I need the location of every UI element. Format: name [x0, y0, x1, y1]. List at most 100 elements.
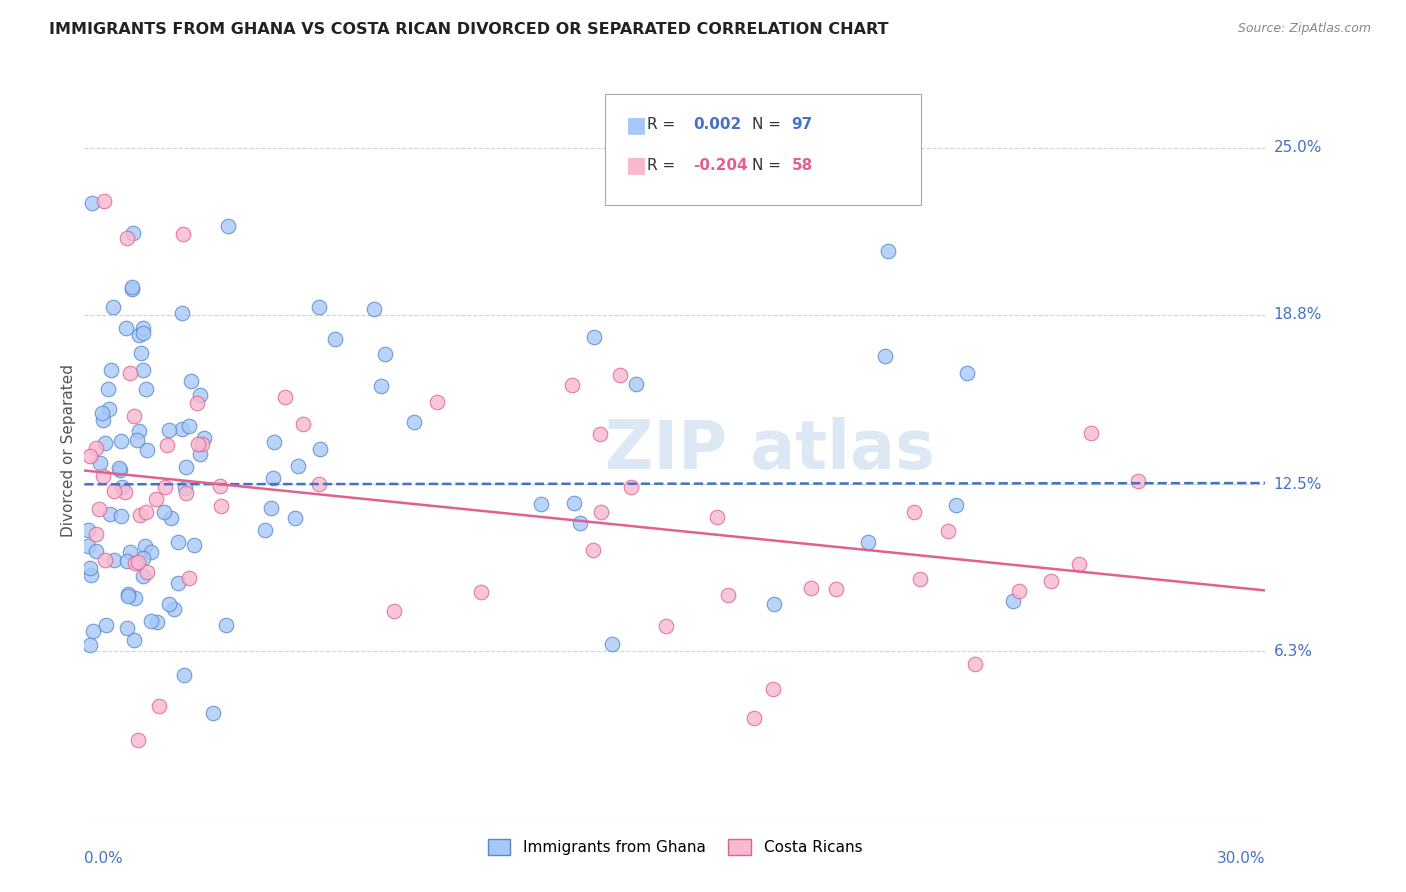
Point — [742, 711, 765, 725]
Point — [260, 500, 283, 515]
Text: 12.5%: 12.5% — [1274, 476, 1322, 491]
Text: 97: 97 — [792, 118, 813, 132]
Point — [172, 422, 194, 436]
Point — [800, 581, 823, 595]
Point — [115, 554, 138, 568]
Point — [856, 534, 879, 549]
Text: 18.8%: 18.8% — [1274, 307, 1322, 322]
Text: Source: ZipAtlas.com: Source: ZipAtlas.com — [1237, 22, 1371, 36]
Point — [470, 585, 492, 599]
Point — [717, 588, 740, 602]
Point — [1069, 557, 1091, 571]
Point — [89, 456, 111, 470]
Text: 58: 58 — [792, 158, 813, 172]
Point — [620, 480, 643, 494]
Text: 0.002: 0.002 — [693, 118, 741, 132]
Point — [284, 511, 307, 525]
Point — [122, 409, 145, 423]
Point — [193, 432, 215, 446]
Point — [132, 362, 155, 376]
Point — [402, 415, 425, 429]
Point — [582, 329, 605, 343]
Point — [79, 561, 101, 575]
Point — [136, 565, 159, 579]
Text: ■: ■ — [626, 155, 647, 175]
Point — [132, 568, 155, 582]
Point — [79, 449, 101, 463]
Point — [363, 301, 385, 316]
Point — [100, 363, 122, 377]
Point — [91, 406, 114, 420]
Point — [569, 516, 592, 531]
Point — [217, 219, 239, 233]
Point — [762, 681, 785, 696]
Point — [186, 396, 208, 410]
Point — [190, 437, 212, 451]
Point — [955, 366, 977, 380]
Point — [136, 443, 159, 458]
Text: 25.0%: 25.0% — [1274, 140, 1322, 155]
Point — [600, 637, 623, 651]
Point — [188, 387, 211, 401]
Point — [127, 434, 149, 448]
Point — [1126, 475, 1149, 489]
Text: ZIP atlas: ZIP atlas — [605, 417, 934, 483]
Point — [98, 507, 121, 521]
Point — [382, 604, 405, 618]
Point — [129, 508, 152, 522]
Text: 0.0%: 0.0% — [84, 851, 124, 866]
Y-axis label: Divorced or Separated: Divorced or Separated — [60, 364, 76, 537]
Point — [183, 538, 205, 552]
Point — [135, 382, 157, 396]
Point — [825, 582, 848, 596]
Point — [128, 424, 150, 438]
Point — [561, 378, 583, 392]
Point — [530, 497, 553, 511]
Point — [763, 597, 786, 611]
Point — [84, 527, 107, 541]
Point — [209, 500, 232, 514]
Point — [127, 732, 149, 747]
Text: 6.3%: 6.3% — [1274, 643, 1313, 658]
Text: R =: R = — [647, 118, 675, 132]
Point — [160, 511, 183, 525]
Point — [177, 571, 200, 585]
Point — [163, 601, 186, 615]
Point — [98, 401, 121, 416]
Point — [908, 572, 931, 586]
Point — [167, 576, 190, 591]
Point — [609, 368, 631, 383]
Point — [111, 479, 134, 493]
Point — [170, 306, 193, 320]
Text: N =: N = — [752, 118, 782, 132]
Point — [173, 668, 195, 682]
Point — [145, 491, 167, 506]
Point — [582, 543, 605, 558]
Point — [180, 375, 202, 389]
Point — [945, 498, 967, 512]
Point — [903, 505, 925, 519]
Point — [131, 326, 153, 341]
Legend: Immigrants from Ghana, Costa Ricans: Immigrants from Ghana, Costa Ricans — [481, 833, 869, 861]
Point — [103, 484, 125, 499]
Point — [1080, 426, 1102, 441]
Text: R =: R = — [647, 158, 675, 172]
Point — [121, 282, 143, 296]
Point — [1040, 574, 1063, 588]
Point — [201, 706, 224, 720]
Point — [706, 510, 728, 524]
Point — [131, 321, 153, 335]
Text: IMMIGRANTS FROM GHANA VS COSTA RICAN DIVORCED OR SEPARATED CORRELATION CHART: IMMIGRANTS FROM GHANA VS COSTA RICAN DIV… — [49, 22, 889, 37]
Point — [370, 379, 392, 393]
Point — [374, 347, 396, 361]
Point — [655, 619, 678, 633]
Point — [79, 568, 101, 582]
Point — [139, 614, 162, 628]
Point — [118, 366, 141, 380]
Point — [122, 632, 145, 647]
Point — [117, 589, 139, 603]
Point — [131, 550, 153, 565]
Point — [110, 509, 132, 524]
Point — [110, 463, 132, 477]
Point — [263, 434, 285, 449]
